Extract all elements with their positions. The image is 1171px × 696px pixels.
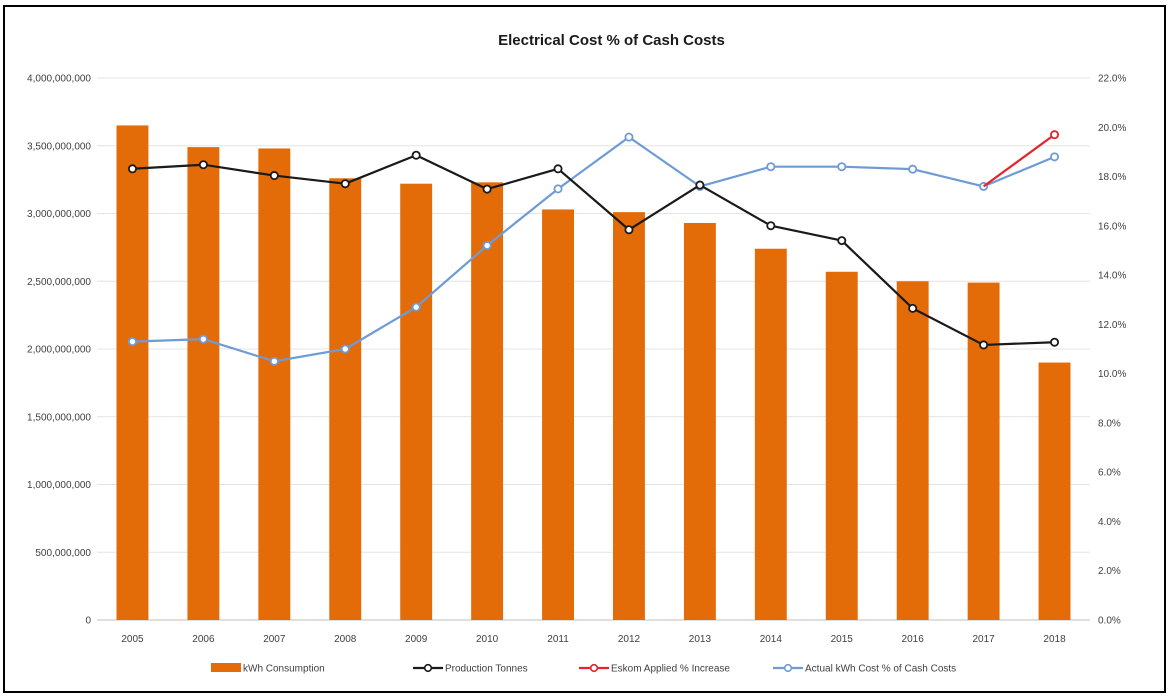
x-tick-label: 2014 xyxy=(760,634,783,645)
x-tick-label: 2017 xyxy=(972,634,995,645)
legend-marker-production-tonnes xyxy=(423,663,433,673)
x-tick-label: 2007 xyxy=(263,634,286,645)
point-eskom-applied-increase xyxy=(1050,130,1060,140)
legend-label-eskom-applied-increase: Eskom Applied % Increase xyxy=(611,664,730,675)
x-tick-label: 2009 xyxy=(405,634,428,645)
bar-kwh-consumption xyxy=(187,147,220,621)
bar-series xyxy=(116,125,1071,621)
left-axis: 0 500,000,000 1,000,000,000 1,500,000,000 2,… xyxy=(27,74,91,627)
y-right-tick-label: 14.0% xyxy=(1098,271,1126,282)
x-tick-label: 2016 xyxy=(902,634,925,645)
y-right-tick-label: 6.0% xyxy=(1098,468,1121,479)
y-right-tick-label: 18.0% xyxy=(1098,172,1126,183)
x-tick-label: 2008 xyxy=(334,634,357,645)
point-production-tonnes xyxy=(127,164,137,174)
bar-kwh-consumption xyxy=(400,183,433,620)
point-production-tonnes xyxy=(1050,337,1060,347)
chart-frame: Electrical Cost % of Cash Costs 0 500,000… xyxy=(3,5,1166,693)
point-actual-kwh-cost-of-cash-costs xyxy=(269,356,279,366)
bar-kwh-consumption xyxy=(896,281,929,620)
y-left-tick-label: 500,000,000 xyxy=(35,548,91,559)
bar-kwh-consumption xyxy=(967,282,1000,620)
x-axis: 2005 2006 2007 2008 2009 2010 2011 2012 2013 2014… xyxy=(121,634,1066,645)
y-right-tick-label: 10.0% xyxy=(1098,369,1126,380)
legend-label-production-tonnes: Production Tonnes xyxy=(445,664,528,675)
y-right-tick-label: 16.0% xyxy=(1098,221,1126,232)
legend: kWh Consumption Production Tonnes Eskom Ap… xyxy=(211,663,956,675)
x-tick-label: 2006 xyxy=(192,634,215,645)
bar-kwh-consumption xyxy=(613,212,645,620)
y-left-tick-label: 2,000,000,000 xyxy=(27,345,91,356)
bar-kwh-consumption xyxy=(683,222,716,621)
point-production-tonnes xyxy=(198,160,208,170)
y-left-tick-label: 3,500,000,000 xyxy=(27,141,91,152)
y-left-tick-label: 2,500,000,000 xyxy=(27,277,91,288)
legend-marker-actual-kwh-cost-of-cash-costs xyxy=(783,663,793,673)
point-production-tonnes xyxy=(553,164,563,174)
y-right-tick-label: 2.0% xyxy=(1098,566,1121,577)
y-right-tick-label: 22.0% xyxy=(1098,74,1126,85)
point-production-tonnes xyxy=(908,303,918,313)
y-left-tick-label: 1,500,000,000 xyxy=(27,412,91,423)
gridlines xyxy=(97,77,1090,621)
point-actual-kwh-cost-of-cash-costs xyxy=(482,241,492,251)
point-production-tonnes xyxy=(411,150,421,160)
point-actual-kwh-cost-of-cash-costs xyxy=(553,184,563,194)
y-right-tick-label: 12.0% xyxy=(1098,320,1126,331)
point-actual-kwh-cost-of-cash-costs xyxy=(837,162,847,172)
y-right-tick-label: 20.0% xyxy=(1098,123,1126,134)
x-tick-label: 2005 xyxy=(121,634,144,645)
point-actual-kwh-cost-of-cash-costs xyxy=(908,164,918,174)
point-production-tonnes xyxy=(766,221,776,231)
y-left-tick-label: 1,000,000,000 xyxy=(27,480,91,491)
line-eskom-applied-increase xyxy=(982,133,1056,188)
point-actual-kwh-cost-of-cash-costs xyxy=(624,132,634,142)
legend-swatch-kwh-consumption xyxy=(211,663,241,672)
point-production-tonnes xyxy=(837,236,847,246)
right-axis: 0.0% 2.0% 4.0% 6.0% 8.0% 10.0% 12.0% 14.0% 16.0%… xyxy=(1098,74,1126,627)
point-actual-kwh-cost-of-cash-costs xyxy=(411,302,421,312)
y-right-tick-label: 4.0% xyxy=(1098,517,1121,528)
bar-kwh-consumption xyxy=(754,248,787,621)
legend-label-actual-kwh-cost-of-cash-costs: Actual kWh Cost % of Cash Costs xyxy=(805,664,956,675)
x-tick-label: 2015 xyxy=(831,634,854,645)
chart-svg: Electrical Cost % of Cash Costs 0 500,000… xyxy=(27,32,1126,675)
point-production-tonnes xyxy=(340,179,350,189)
x-tick-label: 2011 xyxy=(547,634,569,645)
point-production-tonnes xyxy=(979,340,989,350)
legend-label-kwh-consumption: kWh Consumption xyxy=(243,664,325,675)
line-actual-kwh-cost-of-cash-costs xyxy=(132,136,1055,363)
point-actual-kwh-cost-of-cash-costs xyxy=(198,334,208,344)
point-actual-kwh-cost-of-cash-costs xyxy=(1050,152,1060,162)
line-production-tonnes xyxy=(132,154,1055,347)
point-actual-kwh-cost-of-cash-costs xyxy=(340,344,350,354)
x-tick-label: 2018 xyxy=(1043,634,1066,645)
y-left-tick-label: 3,000,000,000 xyxy=(27,209,91,220)
x-tick-label: 2012 xyxy=(618,634,641,645)
bar-kwh-consumption xyxy=(1038,362,1071,620)
y-left-tick-label: 0 xyxy=(85,616,91,627)
point-actual-kwh-cost-of-cash-costs xyxy=(766,162,776,172)
point-production-tonnes xyxy=(624,225,634,235)
bar-kwh-consumption xyxy=(258,148,291,620)
bar-kwh-consumption xyxy=(329,178,362,620)
point-production-tonnes xyxy=(269,171,279,181)
line-series xyxy=(127,130,1060,366)
point-production-tonnes xyxy=(482,184,492,194)
point-actual-kwh-cost-of-cash-costs xyxy=(127,337,137,347)
legend-marker-eskom-applied-increase xyxy=(589,663,599,673)
chart-title: Electrical Cost % of Cash Costs xyxy=(498,32,725,49)
y-right-tick-label: 0.0% xyxy=(1098,616,1121,627)
x-tick-label: 2010 xyxy=(476,634,499,645)
y-left-tick-label: 4,000,000,000 xyxy=(27,74,91,85)
bar-kwh-consumption xyxy=(825,271,858,620)
x-tick-label: 2013 xyxy=(689,634,712,645)
bar-kwh-consumption xyxy=(542,209,574,620)
point-production-tonnes xyxy=(695,180,705,190)
bar-kwh-consumption xyxy=(116,125,149,621)
y-right-tick-label: 8.0% xyxy=(1098,418,1121,429)
